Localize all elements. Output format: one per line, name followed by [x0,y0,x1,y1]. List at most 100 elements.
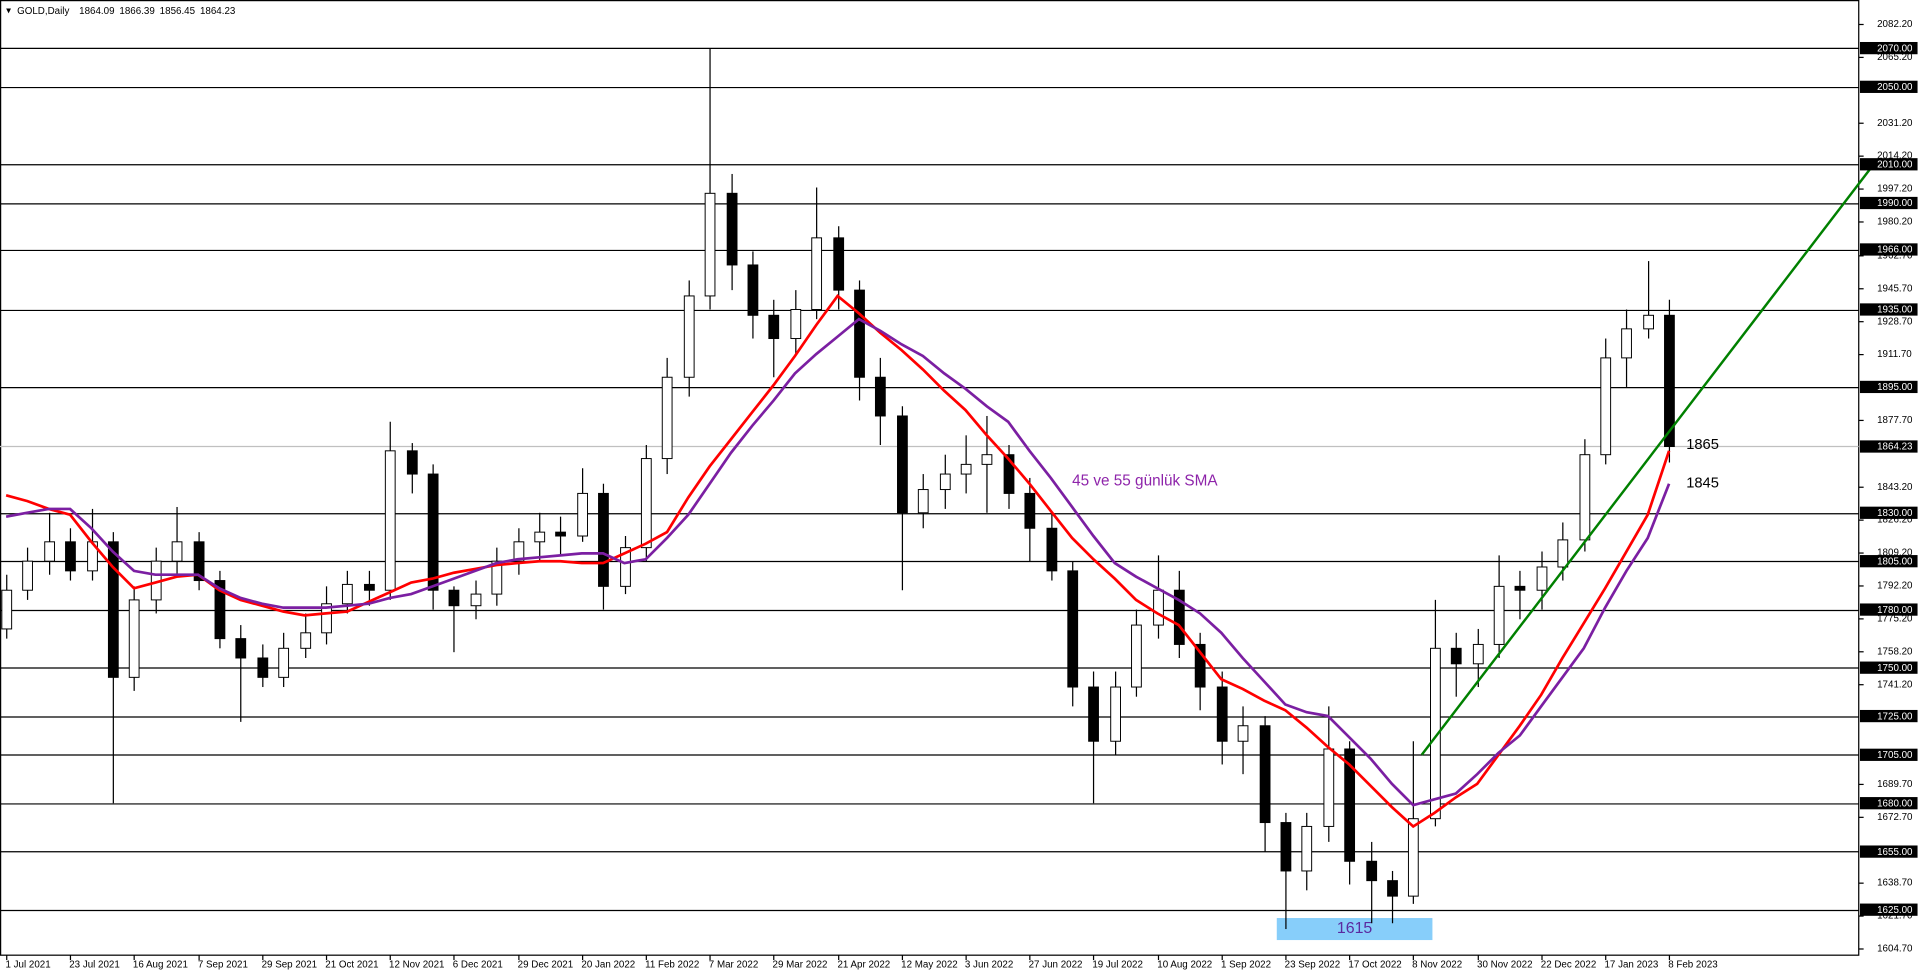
candle-body [1621,328,1632,359]
level-label-box [1859,303,1918,316]
x-tick-label: 19 Jul 2022 [1092,960,1143,971]
moving-average-label: 1865 [1686,437,1719,453]
candle-body [747,264,759,316]
level-label: 1780.00 [1877,605,1913,616]
candle-body [1194,643,1206,688]
low-marker-label: 1615 [1337,920,1373,937]
x-tick-label: 1 Sep 2022 [1221,960,1271,971]
x-tick-label: 6 Dec 2021 [453,960,503,971]
level-label-box [1859,243,1918,256]
candle-body [790,308,802,340]
candle-body [811,237,823,310]
candle-body [939,473,951,491]
y-tick-label: 2014.20 [1877,151,1913,162]
candle-body [917,489,929,514]
candle-body [1536,566,1548,591]
y-tick-label: 2065.20 [1877,52,1913,63]
candle-body [1430,647,1441,820]
candle-body [1450,647,1462,665]
candle-body [1173,589,1185,645]
candle-body [1472,643,1484,665]
candle-body [448,589,460,607]
x-tick-label: 16 Aug 2021 [133,960,188,971]
level-label: 1895.00 [1877,382,1913,393]
x-tick-label: 23 Sep 2022 [1285,960,1340,971]
level-label: 1725.00 [1877,711,1913,722]
level-label-box [1859,661,1918,674]
candle-body [1131,624,1142,688]
x-tick-label: 3 Jun 2022 [965,960,1013,971]
x-tick-label: 17 Jan 2023 [1604,960,1658,971]
x-tick-label: 7 Sep 2021 [198,960,248,971]
candle-body [598,492,609,587]
candle-body [1046,527,1058,572]
y-tick-label: 1621.70 [1877,911,1913,922]
level-label-box [1859,797,1918,810]
level-label-box [1859,506,1918,519]
x-tick-label: 23 Jul 2021 [69,960,120,971]
candle-body [1259,725,1271,824]
candle-body [897,415,908,514]
level-label-box [1859,903,1918,916]
level-label: 2010.00 [1877,159,1913,170]
level-label-box [1859,555,1918,568]
level-label-box [1859,748,1918,761]
candle-body [640,458,652,549]
x-tick-label: 22 Dec 2022 [1541,960,1596,971]
level-label: 1625.00 [1877,905,1913,916]
x-tick-label: 30 Nov 2022 [1477,960,1532,971]
y-tick-label: 1809.20 [1877,548,1913,559]
chart-header: GOLD,Daily 1864.09 1866.39 1856.45 1864.23 [17,6,236,17]
y-tick-label: 1980.20 [1877,217,1913,228]
candle-body [257,657,269,678]
candle-body [171,541,183,562]
level-label: 2070.00 [1877,43,1913,54]
candle-body [214,580,226,640]
sma-annotation: 45 ve 55 günlük SMA [1072,472,1218,489]
candle-body [321,603,332,634]
candle-body [1407,818,1419,897]
level-label-box [1859,380,1918,394]
level-label-box [1859,603,1918,616]
candle-body [1366,860,1378,882]
candle-body [683,295,695,378]
x-tick-label: 21 Oct 2021 [325,960,378,971]
x-tick-label: 29 Sep 2021 [262,960,317,971]
candle-body [406,450,418,475]
chart-title: GOLD,Daily [17,6,69,17]
candle-body [981,454,993,465]
y-tick-label: 1997.20 [1877,184,1913,195]
candle-body [470,593,482,607]
moving-average-line [5,294,1671,829]
candle-body [1003,454,1015,494]
level-label: 1935.00 [1877,305,1913,316]
y-tick-label: 1792.20 [1877,581,1913,592]
candle-body [278,647,290,678]
x-tick-label: 1 Jul 2021 [6,960,51,971]
level-label: 1990.00 [1877,198,1913,209]
last-high: 1866.39 [119,6,154,17]
level-label: 2050.00 [1877,82,1913,93]
level-label-box [1859,845,1918,858]
level-label: 1750.00 [1877,663,1913,674]
plot-frame [0,0,1860,956]
candle-body [1579,454,1591,541]
candle-body [577,492,589,537]
y-tick-label: 1775.20 [1877,613,1913,624]
trendline [1420,163,1875,756]
candle-body [555,531,566,537]
candle-body [726,192,738,266]
candle-body [513,541,525,562]
current-price-box [1859,440,1918,453]
level-label: 1805.00 [1877,556,1913,567]
moving-average-label: 1845 [1686,476,1719,492]
x-tick-label: 17 Oct 2022 [1348,960,1401,971]
x-tick-label: 12 May 2022 [901,960,958,971]
y-tick-label: 2082.20 [1877,19,1913,30]
candle-body [300,632,312,649]
candle-body [1301,825,1313,872]
level-label-box [1859,158,1918,171]
candle-body [1600,357,1612,456]
candle-body [384,450,396,591]
